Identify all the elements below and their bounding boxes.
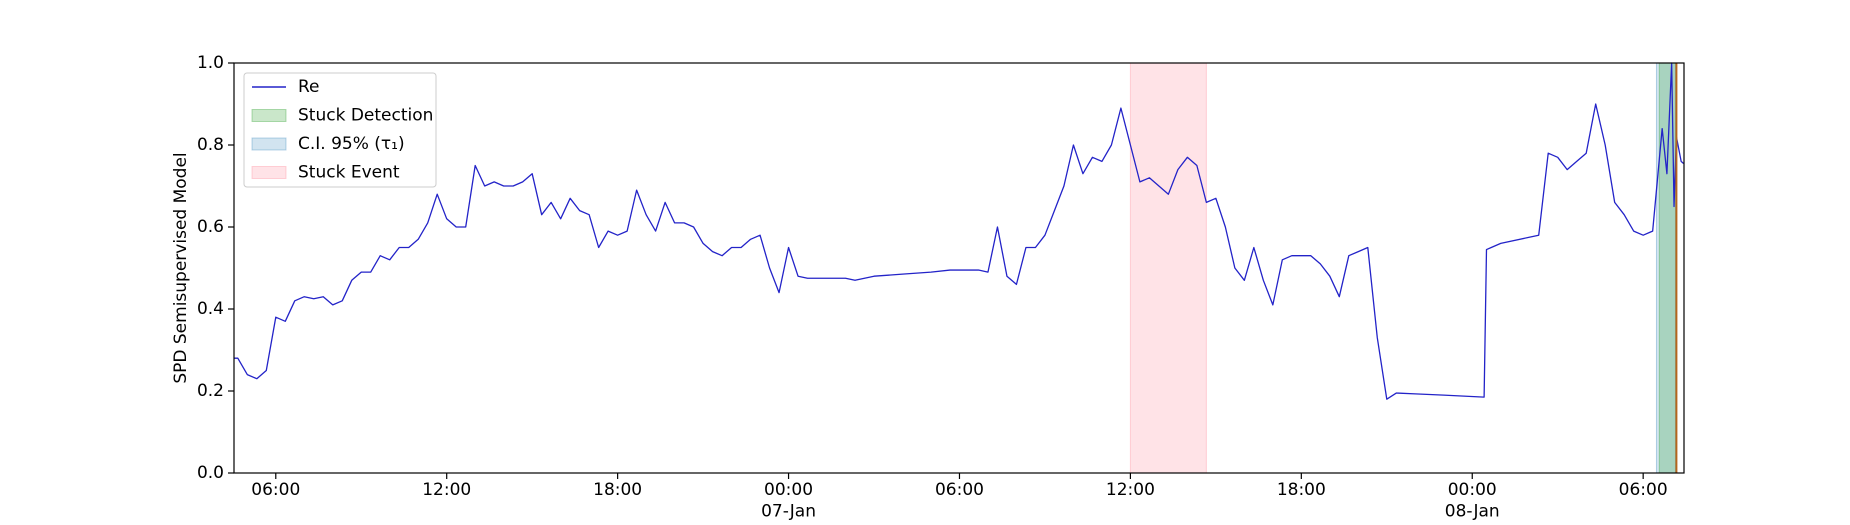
span [1658, 62, 1677, 474]
legend-box [243, 72, 437, 188]
x-tick-label: 18:00 [593, 480, 642, 500]
x-tick-label: 06:00 [935, 480, 984, 500]
legend-label: Re [298, 77, 320, 97]
legend-patch [251, 137, 287, 151]
y-axis-label: SPD Semisupervised Model [171, 152, 191, 383]
y-tick-label: 0.0 [197, 463, 224, 483]
x-tick-label: 12:00 [1106, 480, 1155, 500]
legend-patch [251, 166, 287, 179]
y-tick-label: 0.2 [197, 381, 224, 401]
legend-label: Stuck Detection [298, 106, 433, 126]
legend-patch [251, 109, 287, 122]
y-tick-label: 1.0 [197, 53, 224, 73]
x-tick-label: 12:00 [422, 480, 471, 500]
x-tick-label: 18:00 [1277, 480, 1326, 500]
x-tick-label: 06:00 [1619, 480, 1668, 500]
span [1129, 62, 1207, 474]
legend-label: Stuck Event [298, 163, 400, 183]
data-line [234, 62, 1684, 400]
y-tick-label: 0.6 [197, 217, 224, 237]
legend: Re Stuck Detection C.I. 95% (τ₁) Stuck Even… [243, 72, 437, 188]
y-tick-label: 0.4 [197, 299, 224, 319]
x-tick-label: 06:00 [251, 480, 300, 500]
plot-frame [233, 62, 1685, 474]
legend-label: C.I. 95% (τ₁) [298, 134, 405, 154]
x-tick-label: 00:00 08-Jan [1445, 480, 1500, 522]
y-tick-label: 0.8 [197, 135, 224, 155]
